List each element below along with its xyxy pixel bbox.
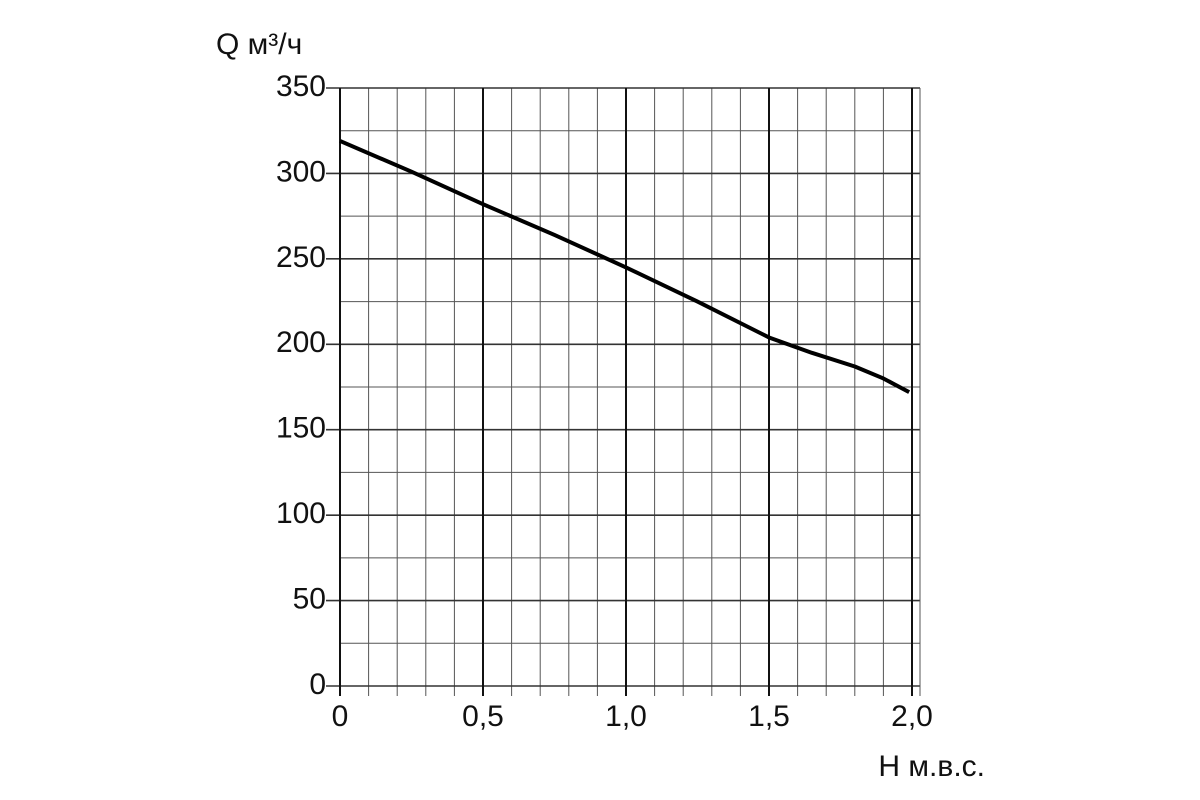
y-tick-label: 250 bbox=[276, 241, 326, 274]
y-tick-label: 300 bbox=[276, 155, 326, 188]
y-tick-label: 150 bbox=[276, 412, 326, 445]
x-tick-label: 0 bbox=[332, 700, 349, 733]
y-tick-label: 0 bbox=[309, 668, 326, 701]
data-line bbox=[339, 139, 911, 394]
y-axis-title: Q м³/ч bbox=[216, 28, 302, 61]
y-tick-label: 350 bbox=[276, 70, 326, 103]
y-tick-label: 50 bbox=[293, 582, 326, 615]
x-tick-label: 0,5 bbox=[462, 700, 504, 733]
y-tick-label: 200 bbox=[276, 326, 326, 359]
x-tick-label: 1,5 bbox=[748, 700, 790, 733]
x-tick-label: 1,0 bbox=[605, 700, 647, 733]
y-tick-label: 100 bbox=[276, 497, 326, 530]
x-tick-label: 2,0 bbox=[891, 700, 933, 733]
x-axis-title: H м.в.с. bbox=[878, 750, 985, 783]
